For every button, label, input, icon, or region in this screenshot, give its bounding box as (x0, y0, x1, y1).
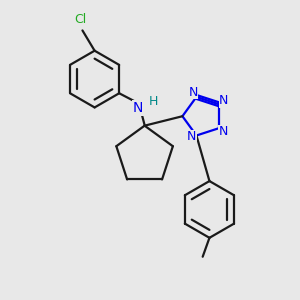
Text: H: H (149, 95, 158, 108)
Text: N: N (133, 101, 143, 115)
Text: N: N (218, 125, 228, 138)
Text: N: N (188, 86, 198, 99)
Text: N: N (186, 130, 196, 143)
Text: N: N (219, 94, 229, 107)
Text: Cl: Cl (74, 14, 86, 26)
Text: N: N (187, 131, 196, 144)
